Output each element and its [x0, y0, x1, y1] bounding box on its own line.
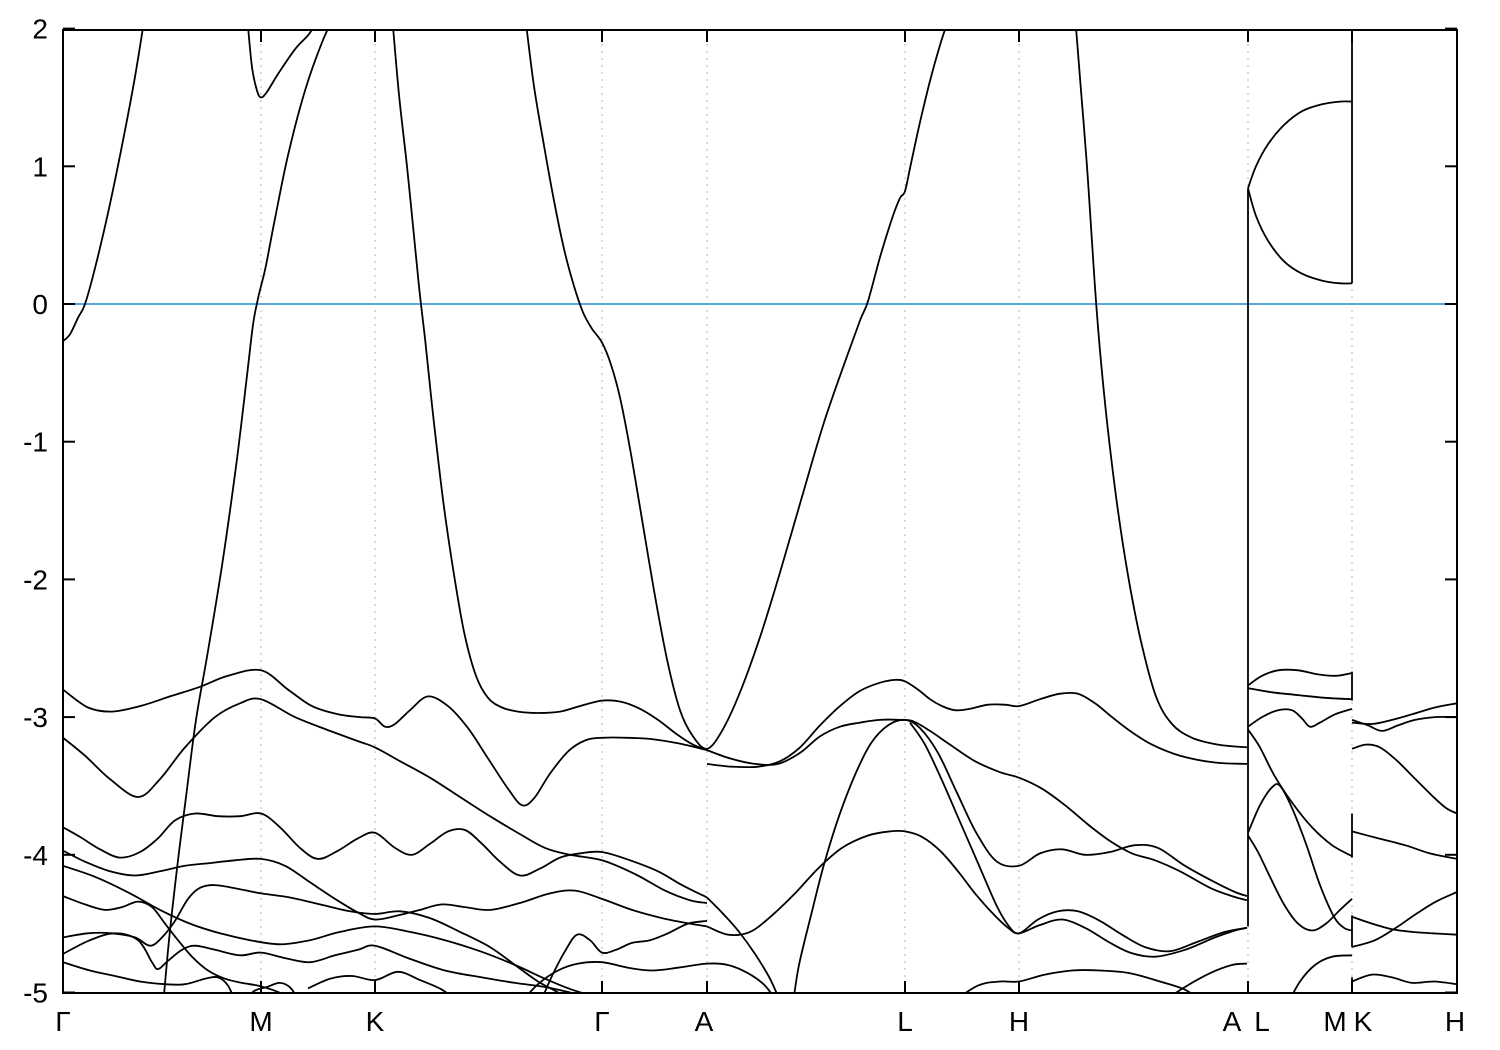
band-line-w-hump-gamma2	[543, 920, 708, 993]
plot-border	[62, 29, 1458, 994]
x-tick-label-H: H	[1009, 1006, 1029, 1037]
band-line-s3	[706, 896, 778, 993]
band-line-p2d	[1247, 728, 1353, 857]
x-tick-label-L: L	[1254, 1006, 1270, 1037]
band-line-s9	[1173, 962, 1248, 993]
band-line-p2b	[1247, 687, 1353, 701]
band-line-p2c	[1247, 707, 1353, 728]
band-line-p2f	[1247, 835, 1353, 932]
band-line-p3b	[1351, 702, 1457, 725]
band-line-nfe-through-M	[163, 30, 329, 993]
x-tick-label-M: M	[1323, 1006, 1346, 1037]
band-line-s10	[706, 718, 1248, 902]
band-line-s4-dome	[793, 718, 1248, 993]
y-tick-label-2: 2	[32, 14, 48, 45]
band-line-v4	[63, 849, 708, 928]
x-tick-label-K: K	[1354, 1006, 1373, 1037]
y-tick-label--5: -5	[23, 978, 48, 1009]
x-tick-label-Γ: Γ	[55, 1006, 70, 1037]
x-tick-label-L: L	[897, 1006, 913, 1037]
band-line-p3f	[1351, 891, 1457, 948]
y-tick-label--3: -3	[23, 702, 48, 733]
y-tick-label--4: -4	[23, 840, 48, 871]
band-line-n-flat-gamma2-A	[528, 961, 773, 993]
y-tick-label-0: 0	[32, 289, 48, 320]
x-tick-label-Γ: Γ	[594, 1006, 609, 1037]
band-line-v1	[63, 668, 708, 807]
band-line-p2a	[1247, 668, 1353, 687]
band-line-p3e	[1351, 915, 1457, 936]
band-line-nfe-down-to-manifold	[392, 30, 708, 751]
band-line-p2g	[1292, 954, 1353, 993]
band-line-parabola-M-dip	[247, 30, 313, 99]
band-line-s8	[963, 969, 1193, 993]
band-line-v3	[63, 812, 708, 899]
band-line-lens-lower	[1247, 188, 1353, 285]
x-tick-label-A: A	[695, 1006, 714, 1037]
y-tick-label-1: 1	[32, 151, 48, 182]
band-line-s2-A-L-H-A	[706, 678, 1248, 769]
band-line-v2	[63, 697, 708, 904]
band-line-nfe-H-A-down	[1075, 30, 1248, 749]
band-line-w-low-3	[63, 961, 233, 993]
band-line-nfe-gamma-up	[63, 30, 144, 342]
x-tick-label-H: H	[1445, 1006, 1465, 1037]
x-tick-label-M: M	[249, 1006, 272, 1037]
band-line-p3d	[1351, 830, 1457, 860]
band-line-lens-upper	[1247, 100, 1353, 189]
band-line-v6-step	[63, 884, 561, 993]
band-line-p3c	[1351, 743, 1457, 815]
band-line-s6	[706, 829, 1248, 958]
band-line-nfe-gamma-A-L	[525, 30, 946, 750]
band-line-p2e	[1247, 783, 1353, 932]
band-line-p3g	[1351, 973, 1457, 986]
x-tick-label-K: K	[366, 1006, 385, 1037]
y-tick-label--1: -1	[23, 427, 48, 458]
band-line-w-low-2	[307, 970, 449, 993]
band-line-w-low-4	[250, 981, 296, 993]
y-tick-label--2: -2	[23, 564, 48, 595]
band-line-w-low-1	[63, 932, 576, 993]
band-line-p3a	[1351, 715, 1457, 732]
x-tick-label-A: A	[1223, 1006, 1242, 1037]
band-line-s5	[909, 722, 1248, 953]
